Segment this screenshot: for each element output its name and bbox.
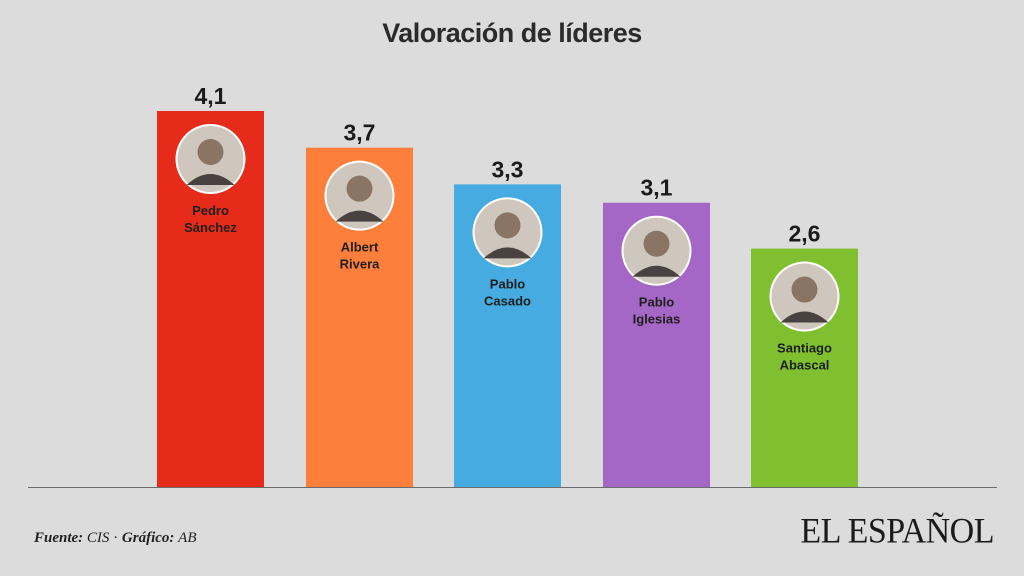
category-label: Pedro bbox=[192, 203, 229, 218]
portrait-icon bbox=[621, 215, 692, 286]
value-label: 3,1 bbox=[641, 175, 673, 201]
source-separator: · bbox=[113, 530, 119, 546]
category-label: Pablo bbox=[490, 276, 525, 291]
category-label: Abascal bbox=[780, 358, 830, 373]
brand-logo: EL ESPAÑOL bbox=[800, 512, 994, 551]
value-label: 2,6 bbox=[789, 221, 821, 247]
portrait-icon bbox=[472, 197, 543, 268]
value-label: 4,1 bbox=[195, 83, 227, 109]
category-label: Casado bbox=[484, 293, 531, 308]
category-label: Santiago bbox=[777, 341, 832, 356]
graphic-label: Gráfico: bbox=[121, 530, 175, 546]
category-label: Sánchez bbox=[184, 220, 237, 235]
portrait-icon bbox=[769, 261, 840, 332]
portrait-icon bbox=[324, 160, 395, 231]
category-label: Rivera bbox=[340, 257, 381, 272]
source-value: CIS bbox=[86, 530, 110, 546]
category-label: Pablo bbox=[639, 295, 674, 310]
category-label: Iglesias bbox=[633, 312, 681, 327]
portrait-icon bbox=[175, 124, 246, 194]
value-label: 3,7 bbox=[344, 120, 376, 146]
source-label: Fuente: bbox=[34, 530, 84, 546]
value-label: 3,3 bbox=[492, 156, 524, 182]
source-credit: Fuente: CIS · Gráfico: AB bbox=[34, 530, 197, 547]
chart-title: Valoración de líderes bbox=[382, 18, 642, 48]
graphic-value: AB bbox=[178, 530, 197, 546]
category-label: Albert bbox=[341, 240, 379, 255]
